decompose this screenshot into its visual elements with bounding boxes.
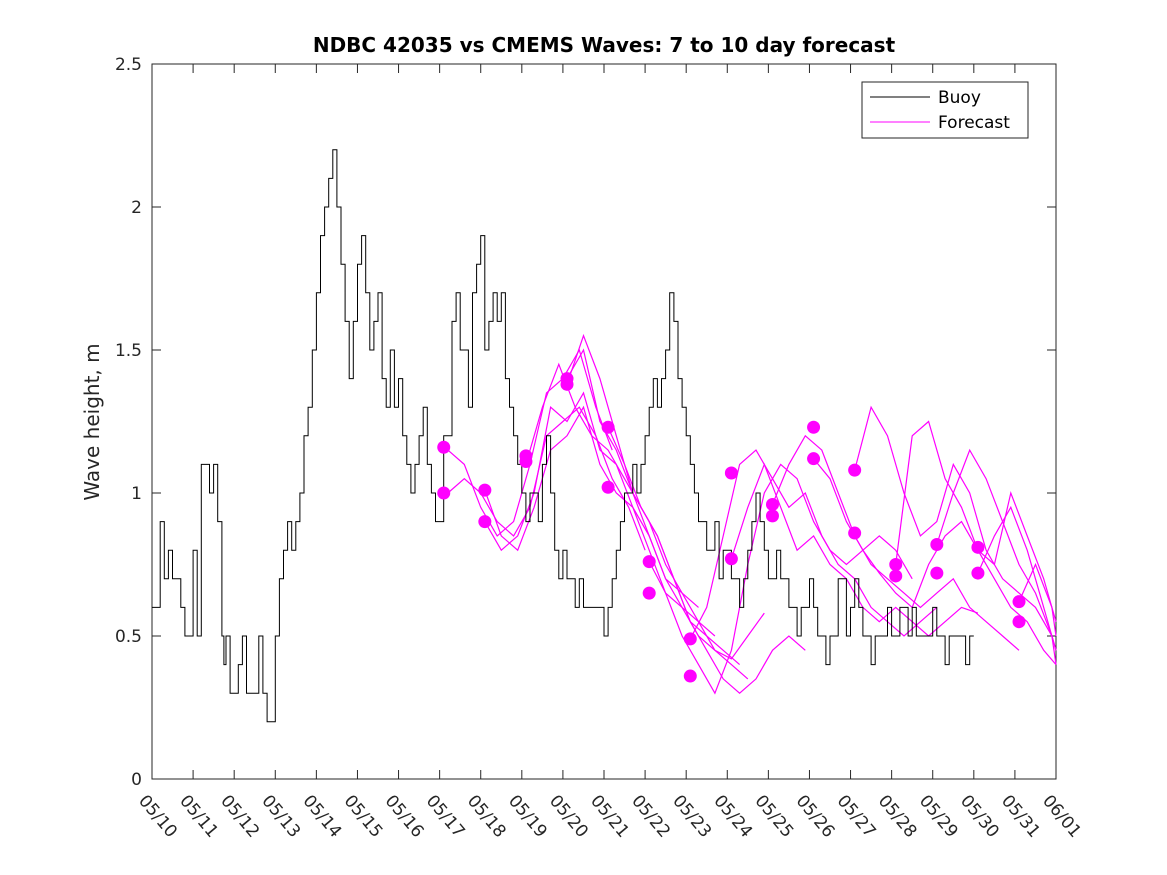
forecast-point <box>519 455 533 469</box>
forecast-line-18 <box>1018 562 1057 637</box>
forecast-point <box>971 566 985 580</box>
forecast-point <box>1012 595 1026 609</box>
legend-forecast-label: Forecast <box>938 113 1010 133</box>
plot-area <box>151 63 1057 780</box>
forecast-point <box>807 452 821 466</box>
legend: Buoy Forecast <box>861 81 1029 139</box>
y-tick-label: 1 <box>131 484 142 504</box>
forecast-line-17 <box>977 505 1057 651</box>
legend-box <box>861 81 1029 139</box>
forecast-points-group <box>437 372 1026 683</box>
forecast-line-4 <box>484 391 716 637</box>
forecast-point <box>724 466 738 480</box>
y-tick-label: 0.5 <box>115 627 142 647</box>
forecast-point <box>437 486 451 500</box>
forecast-point <box>601 420 615 434</box>
forecast-point <box>478 515 492 529</box>
forecast-point <box>437 440 451 454</box>
chart-title: NDBC 42035 vs CMEMS Waves: 7 to 10 day f… <box>313 33 896 57</box>
y-axis-label: Wave height, m <box>80 343 104 500</box>
forecast-point <box>971 540 985 554</box>
forecast-point <box>765 497 779 511</box>
forecast-point <box>807 420 821 434</box>
forecast-point <box>560 377 574 391</box>
forecast-point <box>642 555 656 569</box>
forecast-line-9 <box>648 463 913 695</box>
forecast-point <box>889 569 903 583</box>
forecast-point <box>848 526 862 540</box>
y-tick-label: 0 <box>131 770 142 790</box>
forecast-point <box>683 669 697 683</box>
forecast-point <box>765 509 779 523</box>
legend-buoy-label: Buoy <box>938 88 981 108</box>
buoy-series-group <box>152 149 974 723</box>
plot-box <box>151 63 1057 780</box>
forecast-line-10 <box>689 449 938 640</box>
forecast-point <box>724 552 738 566</box>
forecast-line-14 <box>854 405 1057 651</box>
forecast-point <box>478 483 492 497</box>
forecast-line-6 <box>566 333 765 660</box>
y-axis: 0 0.5 1 1.5 2 2.5 <box>115 55 1056 790</box>
forecast-point <box>848 463 862 477</box>
forecast-point <box>1012 615 1026 629</box>
y-tick-label: 2 <box>131 198 142 218</box>
y-tick-label: 1.5 <box>115 341 142 361</box>
forecast-line-12 <box>771 434 1020 651</box>
forecast-point <box>930 566 944 580</box>
forecast-line-8 <box>607 426 806 694</box>
forecast-point <box>683 632 697 646</box>
forecast-point <box>930 537 944 551</box>
forecast-line-7 <box>566 348 749 680</box>
y-tick-label: 2.5 <box>115 55 142 75</box>
forecast-point <box>889 558 903 571</box>
forecast-point <box>642 586 656 600</box>
forecast-point <box>601 480 615 494</box>
buoy-line <box>152 149 974 723</box>
